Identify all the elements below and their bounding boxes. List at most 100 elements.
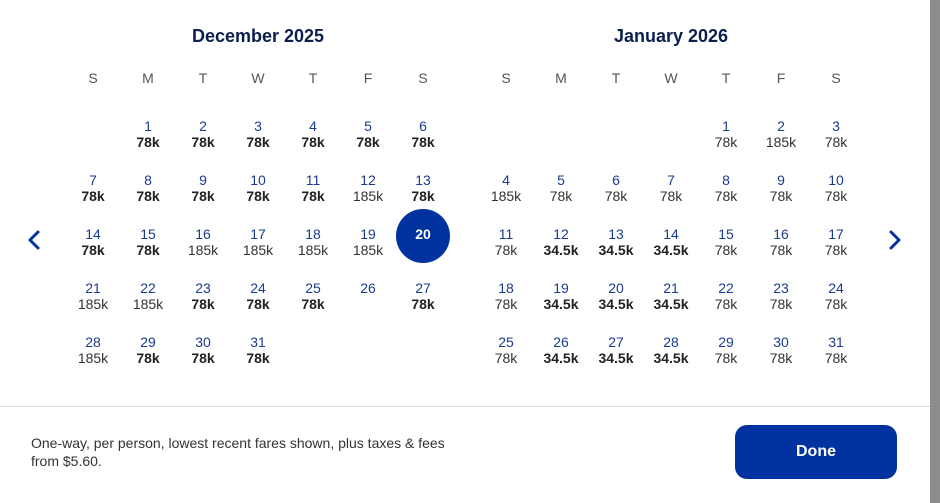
day-cell[interactable]: 3 78k xyxy=(811,118,861,151)
day-cell[interactable]: 14 34.5k xyxy=(646,226,696,259)
chevron-right-icon[interactable] xyxy=(881,226,909,254)
day-cell[interactable]: 30 78k xyxy=(178,334,228,367)
day-number: 1 xyxy=(144,118,152,134)
day-cell[interactable]: 19 185k xyxy=(343,226,393,259)
day-cell[interactable]: 8 78k xyxy=(123,172,173,205)
day-cell[interactable]: 26 xyxy=(343,280,393,296)
day-number: 5 xyxy=(364,118,372,134)
day-number: 18 xyxy=(305,226,321,242)
day-cell[interactable]: 14 78k xyxy=(68,226,118,259)
day-cell[interactable]: 11 78k xyxy=(481,226,531,259)
day-cell[interactable]: 1 78k xyxy=(123,118,173,151)
day-number: 13 xyxy=(608,226,624,242)
day-cell[interactable]: 16 78k xyxy=(756,226,806,259)
day-fare: 78k xyxy=(659,188,683,204)
day-cell[interactable]: 23 78k xyxy=(178,280,228,313)
day-cell[interactable]: 18 78k xyxy=(481,280,531,313)
day-fare: 78k xyxy=(191,296,215,312)
day-fare: 78k xyxy=(246,188,270,204)
day-cell[interactable]: 11 78k xyxy=(288,172,338,205)
day-cell[interactable]: 5 78k xyxy=(343,118,393,151)
day-cell[interactable]: 12 34.5k xyxy=(536,226,586,259)
day-cell[interactable]: 6 78k xyxy=(398,118,448,151)
day-fare: 78k xyxy=(714,296,738,312)
day-cell[interactable]: 28 185k xyxy=(68,334,118,367)
day-fare: 185k xyxy=(242,242,274,258)
day-cell-selected[interactable]: 20 xyxy=(396,209,450,263)
day-cell[interactable]: 21 34.5k xyxy=(646,280,696,313)
day-fare: 78k xyxy=(411,188,435,204)
day-number: 6 xyxy=(612,172,620,188)
month-title: December 2025 xyxy=(191,26,325,46)
day-cell[interactable]: 29 78k xyxy=(123,334,173,367)
weekday-header: F xyxy=(363,70,373,86)
day-cell[interactable]: 9 78k xyxy=(756,172,806,205)
day-cell[interactable]: 3 78k xyxy=(233,118,283,151)
day-fare: 78k xyxy=(411,134,435,150)
day-cell[interactable]: 13 78k xyxy=(398,172,448,205)
day-cell[interactable]: 17 78k xyxy=(811,226,861,259)
day-cell[interactable]: 27 34.5k xyxy=(591,334,641,367)
day-cell[interactable]: 25 78k xyxy=(288,280,338,313)
day-cell[interactable]: 26 34.5k xyxy=(536,334,586,367)
day-number: 28 xyxy=(85,334,101,350)
day-cell[interactable]: 2 185k xyxy=(756,118,806,151)
chevron-left-icon[interactable] xyxy=(20,226,48,254)
day-cell[interactable]: 10 78k xyxy=(811,172,861,205)
day-cell[interactable]: 21 185k xyxy=(68,280,118,313)
day-cell[interactable]: 17 185k xyxy=(233,226,283,259)
day-cell[interactable]: 13 34.5k xyxy=(591,226,641,259)
weekday-header: T xyxy=(721,70,731,86)
day-cell[interactable]: 20 34.5k xyxy=(591,280,641,313)
done-button[interactable]: Done xyxy=(735,425,897,479)
day-cell[interactable]: 29 78k xyxy=(701,334,751,367)
day-cell[interactable]: 7 78k xyxy=(68,172,118,205)
day-cell[interactable]: 30 78k xyxy=(756,334,806,367)
day-cell[interactable]: 10 78k xyxy=(233,172,283,205)
day-cell[interactable]: 4 78k xyxy=(288,118,338,151)
day-cell[interactable]: 19 34.5k xyxy=(536,280,586,313)
day-cell[interactable]: 1 78k xyxy=(701,118,751,151)
day-cell[interactable]: 15 78k xyxy=(701,226,751,259)
day-number: 23 xyxy=(195,280,211,296)
day-cell[interactable]: 15 78k xyxy=(123,226,173,259)
day-number: 22 xyxy=(140,280,156,296)
day-cell[interactable]: 24 78k xyxy=(233,280,283,313)
day-number: 5 xyxy=(557,172,565,188)
day-cell[interactable]: 18 185k xyxy=(288,226,338,259)
day-cell[interactable]: 28 34.5k xyxy=(646,334,696,367)
day-fare: 78k xyxy=(824,134,848,150)
day-cell[interactable]: 23 78k xyxy=(756,280,806,313)
day-number: 12 xyxy=(360,172,376,188)
day-number: 25 xyxy=(305,280,321,296)
day-cell[interactable]: 12 185k xyxy=(343,172,393,205)
day-cell[interactable]: 16 185k xyxy=(178,226,228,259)
day-cell[interactable]: 5 78k xyxy=(536,172,586,205)
day-cell[interactable]: 25 78k xyxy=(481,334,531,367)
day-cell[interactable]: 31 78k xyxy=(811,334,861,367)
day-number: 2 xyxy=(199,118,207,134)
day-fare: 78k xyxy=(714,242,738,258)
day-cell[interactable]: 6 78k xyxy=(591,172,641,205)
day-cell[interactable]: 27 78k xyxy=(398,280,448,313)
day-number: 11 xyxy=(305,172,321,188)
day-cell[interactable]: 4 185k xyxy=(481,172,531,205)
day-cell[interactable]: 22 185k xyxy=(123,280,173,313)
day-cell[interactable]: 31 78k xyxy=(233,334,283,367)
weekday-header: M xyxy=(142,70,154,86)
day-fare: 185k xyxy=(352,242,384,258)
day-cell[interactable]: 7 78k xyxy=(646,172,696,205)
day-cell[interactable]: 8 78k xyxy=(701,172,751,205)
day-cell[interactable]: 9 78k xyxy=(178,172,228,205)
day-cell[interactable]: 24 78k xyxy=(811,280,861,313)
day-fare: 78k xyxy=(301,188,325,204)
day-fare: 78k xyxy=(136,242,160,258)
day-fare: 34.5k xyxy=(598,350,634,366)
day-fare: 78k xyxy=(769,350,793,366)
day-number: 28 xyxy=(663,334,679,350)
day-cell[interactable]: 2 78k xyxy=(178,118,228,151)
day-fare: 34.5k xyxy=(653,350,689,366)
day-number: 17 xyxy=(828,226,844,242)
day-cell[interactable]: 22 78k xyxy=(701,280,751,313)
